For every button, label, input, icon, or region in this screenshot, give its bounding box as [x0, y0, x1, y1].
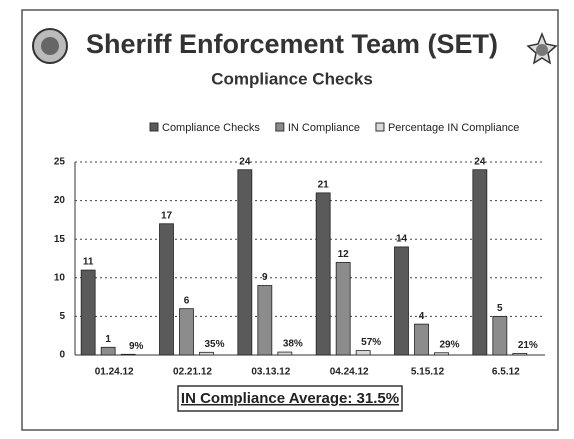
x-tick-label: 04.24.12: [330, 367, 369, 378]
bar: [199, 351, 214, 356]
bar: [355, 350, 371, 356]
data-label: 17: [161, 210, 173, 221]
data-label: 1: [105, 334, 111, 345]
bar: [120, 353, 136, 356]
data-label: 11: [83, 257, 94, 268]
legend-label: Compliance Checks: [162, 122, 260, 134]
left-emblem: [32, 28, 68, 64]
legend-label: Percentage IN Compliance: [388, 122, 519, 134]
data-label: 9: [262, 272, 268, 283]
bar: [414, 323, 429, 356]
bar: [512, 352, 528, 356]
bar: [277, 351, 293, 356]
data-label: 14: [396, 234, 408, 245]
chart-subtitle: Compliance Checks: [211, 69, 373, 88]
x-tick-label: 01.24.12: [95, 367, 134, 378]
data-label: 4: [419, 311, 425, 322]
slide-frame: [21, 9, 559, 431]
data-label: 21%: [518, 340, 538, 351]
x-tick-label: 5.15.12: [411, 367, 445, 378]
bar: [257, 285, 273, 356]
legend-swatch: [275, 122, 285, 132]
data-label: 35%: [204, 339, 224, 350]
legend-swatch: [149, 122, 159, 132]
y-tick-label: 5: [59, 311, 65, 322]
x-tick-label: 6.5.12: [492, 367, 520, 378]
right-emblem: [526, 31, 558, 65]
data-label: 24: [474, 156, 486, 167]
legend-swatch: [375, 122, 385, 132]
data-label: 9%: [129, 341, 144, 352]
annotation: IN Compliance Average: 31.5%: [181, 390, 399, 407]
data-label: 24: [239, 156, 251, 167]
bar: [100, 346, 116, 356]
y-tick-label: 10: [54, 272, 66, 283]
bar: [237, 169, 253, 356]
y-tick-label: 15: [54, 234, 66, 245]
data-label: 29%: [439, 339, 459, 350]
data-label: 6: [184, 295, 190, 306]
annotation-box: [177, 385, 403, 412]
legend-label: IN Compliance: [288, 122, 360, 134]
data-label: 5: [497, 303, 503, 314]
y-tick-label: 20: [54, 195, 66, 206]
bar: [472, 169, 488, 356]
bar: [492, 315, 508, 356]
data-label: 21: [318, 180, 330, 191]
x-tick-label: 02.21.12: [173, 367, 212, 378]
y-tick-label: 0: [59, 350, 65, 361]
x-tick-label: 03.13.12: [251, 367, 290, 378]
chart-title: Sheriff Enforcement Team (SET): [86, 29, 498, 59]
bar: [434, 352, 449, 356]
y-tick-label: 25: [54, 157, 66, 168]
data-label: 57%: [361, 337, 381, 348]
bar: [394, 246, 409, 356]
data-label: 12: [338, 249, 350, 260]
bar: [159, 223, 174, 356]
bar: [315, 192, 331, 356]
bar: [179, 308, 194, 356]
data-label: 38%: [283, 339, 303, 350]
bar: [80, 269, 96, 356]
bar: [335, 261, 351, 356]
